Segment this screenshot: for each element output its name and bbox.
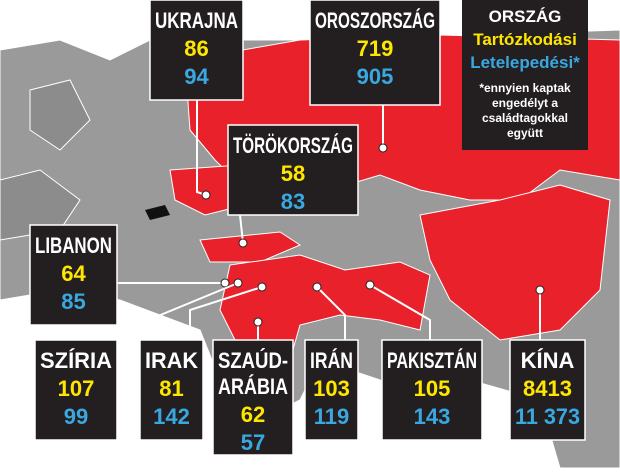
- hungary: [145, 205, 170, 220]
- country-box: [227, 124, 359, 216]
- country-name: SZAÚD-: [218, 348, 288, 373]
- location-dot: [378, 143, 388, 153]
- settlement-count: 142: [153, 404, 190, 429]
- country-name: OROSZORSZÁG: [315, 8, 435, 33]
- settlement-count: 85: [61, 289, 85, 314]
- china: [419, 184, 611, 341]
- location-dot: [312, 282, 322, 292]
- country-name: IRÁN: [310, 348, 353, 373]
- leader-line: [189, 286, 263, 340]
- country-box: [149, 0, 244, 101]
- country-name: PAKISZTÁN: [387, 348, 477, 373]
- legend-note: *ennyien kaptak: [479, 81, 571, 95]
- location-dot: [238, 238, 248, 248]
- location-dot: [257, 282, 267, 292]
- country-box: [29, 224, 118, 326]
- location-dot: [220, 278, 230, 288]
- settlement-count: 143: [414, 404, 451, 429]
- location-dot: [253, 317, 263, 327]
- country-box: [309, 0, 441, 106]
- country-name: SZÍRIA: [40, 348, 112, 373]
- legend-note: családtagokkal: [482, 111, 568, 125]
- leader-line: [316, 286, 346, 340]
- residence-count: 719: [357, 36, 394, 61]
- legend-box: [462, 0, 588, 150]
- country-box: [139, 339, 204, 441]
- country-box: [34, 339, 118, 441]
- settlement-count: 94: [184, 64, 209, 89]
- country-name: KÍNA: [521, 348, 575, 373]
- residence-count: 105: [414, 376, 451, 401]
- settlement-count: 11 373: [515, 404, 580, 429]
- legend-settlement: Letelepedési*: [470, 53, 580, 72]
- settlement-count: 57: [241, 430, 265, 455]
- location-dot: [535, 285, 545, 295]
- residence-count: 81: [159, 376, 183, 401]
- residence-count: 86: [184, 36, 208, 61]
- country-box: [304, 339, 359, 441]
- turkey: [199, 231, 302, 263]
- residence-count: 58: [281, 161, 305, 186]
- country-name: UKRAJNA: [155, 8, 238, 33]
- residence-count: 8413: [523, 376, 572, 401]
- country-box: [381, 339, 483, 441]
- legend-title: ORSZÁG: [489, 7, 562, 26]
- residence-count: 64: [61, 261, 86, 286]
- leader-line: [239, 214, 244, 244]
- leader-line: [99, 282, 239, 341]
- legend-note: engedélyt a: [492, 96, 558, 110]
- country-name: LIBANON: [35, 233, 112, 258]
- settlement-count: 99: [64, 404, 88, 429]
- country-box: [212, 339, 294, 456]
- location-dot: [365, 280, 375, 290]
- settlement-count: 83: [281, 189, 305, 214]
- location-dot: [201, 190, 211, 200]
- location-dot: [233, 278, 243, 288]
- legend-residence: Tartózkodási: [473, 30, 577, 49]
- settlement-count: 905: [357, 64, 394, 89]
- settlement-count: 119: [314, 404, 350, 429]
- country-box: [509, 339, 586, 441]
- residence-count: 62: [241, 402, 265, 427]
- country-name: ARÁBIA: [218, 374, 288, 399]
- country-name: TÖRÖKORSZÁG: [233, 133, 353, 158]
- residence-count: 103: [313, 376, 350, 401]
- legend-note: együtt: [507, 126, 543, 140]
- country-name: IRAK: [145, 348, 198, 373]
- residence-count: 107: [58, 376, 95, 401]
- leader-line: [369, 284, 431, 340]
